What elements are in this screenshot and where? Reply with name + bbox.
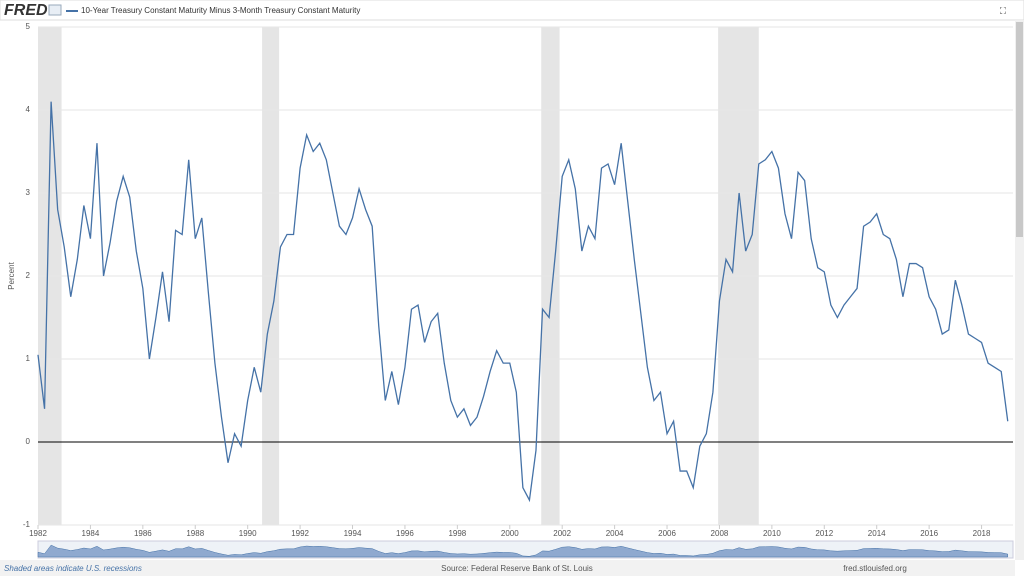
- y-tick-label: 4: [26, 105, 31, 114]
- site: fred.stlouisfed.org: [843, 564, 907, 573]
- series-line: [37, 101, 1009, 503]
- header: [0, 0, 1024, 21]
- x-tick-label: 2012: [815, 529, 833, 538]
- x-tick-label: 2010: [763, 529, 781, 538]
- x-tick-label: 1996: [396, 529, 414, 538]
- x-tick-label: 2006: [658, 529, 676, 538]
- recession-note: Shaded areas indicate U.S. recessions: [4, 564, 142, 573]
- x-tick-label: 2000: [501, 529, 519, 538]
- y-tick-label: 5: [26, 22, 31, 31]
- scrollbar[interactable]: [1015, 20, 1024, 560]
- navigator-area: [37, 544, 1009, 558]
- x-tick-label: 1982: [29, 529, 47, 538]
- legend-label: 10-Year Treasury Constant Maturity Minus…: [81, 6, 360, 15]
- y-axis-label: Percent: [7, 261, 16, 289]
- x-tick-label: 2008: [711, 529, 729, 538]
- x-tick-label: 1992: [291, 529, 309, 538]
- source: Source: Federal Reserve Bank of St. Loui…: [441, 564, 593, 573]
- fullscreen-icon[interactable]: ⛶: [999, 5, 1007, 15]
- x-tick-label: 2004: [606, 529, 624, 538]
- x-tick-label: 1984: [82, 529, 100, 538]
- x-tick-label: 1998: [448, 529, 466, 538]
- x-tick-label: 1986: [134, 529, 152, 538]
- y-tick-label: 3: [26, 188, 31, 197]
- x-tick-label: 1994: [344, 529, 362, 538]
- y-tick-label: 1: [26, 354, 31, 363]
- x-tick-label: 1990: [239, 529, 257, 538]
- x-tick-label: 2018: [973, 529, 991, 538]
- logo-icon: [48, 4, 62, 16]
- y-tick-label: -1: [23, 520, 31, 529]
- x-tick-label: 1988: [186, 529, 204, 538]
- x-tick-label: 2002: [553, 529, 571, 538]
- footer: [0, 560, 1015, 576]
- x-tick-label: 2016: [920, 529, 938, 538]
- x-tick-label: 2014: [868, 529, 886, 538]
- y-tick-label: 0: [26, 437, 31, 446]
- y-tick-label: 2: [26, 271, 31, 280]
- scroll-thumb[interactable]: [1016, 22, 1023, 237]
- brand: FRED: [4, 2, 48, 19]
